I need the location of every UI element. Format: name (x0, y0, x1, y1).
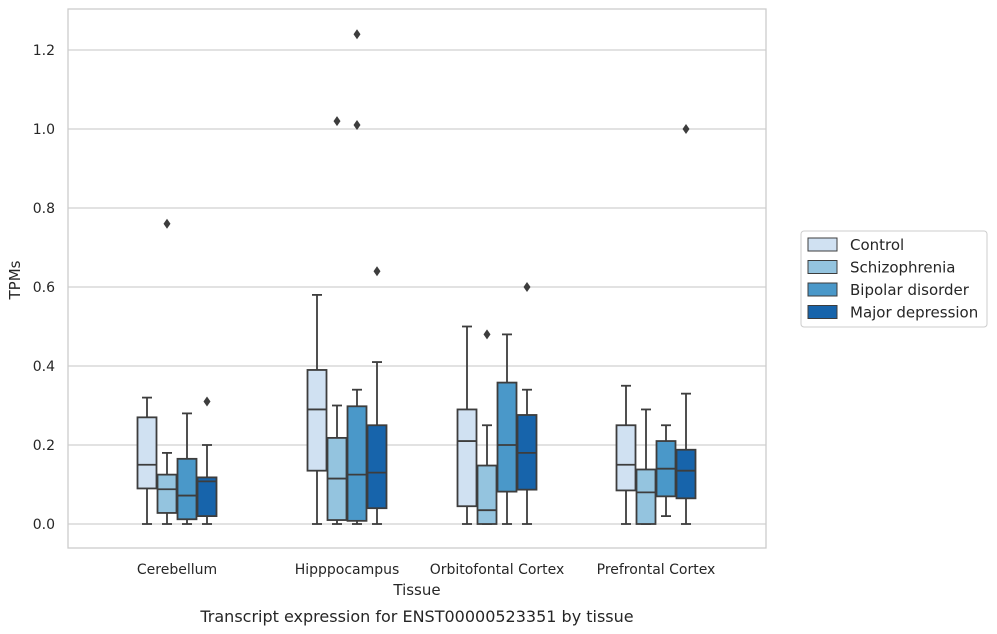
x-tick-label: Cerebellum (137, 562, 217, 578)
legend-swatch (807, 282, 838, 297)
box-schizophrenia (326, 116, 348, 525)
chart-caption: Transcript expression for ENST0000052335… (199, 607, 633, 626)
box-body (615, 424, 637, 492)
outlier-point (682, 124, 690, 134)
box-body (156, 473, 178, 514)
y-axis-label: TPMs (6, 260, 24, 300)
legend-label: Major depression (850, 304, 978, 322)
legend-label: Control (850, 236, 904, 254)
legend: Control Schizophrenia Bipolar disorder Majo… (800, 230, 988, 328)
box-control (615, 384, 637, 525)
gridlines (68, 49, 766, 525)
y-tick-label: 0.0 (33, 517, 55, 533)
box-body (136, 416, 158, 490)
outlier-point (163, 218, 171, 229)
box-control (136, 396, 158, 525)
box-body (196, 476, 218, 518)
outlier-point (373, 266, 381, 277)
box-bipolar-disorder (176, 412, 198, 525)
box-body (346, 405, 368, 522)
y-tick-label: 0.4 (33, 359, 55, 375)
box-major-depression (196, 396, 218, 525)
box-body (675, 448, 697, 500)
y-tick-label: 0.8 (33, 201, 55, 217)
box-body (476, 464, 498, 525)
box-control (456, 325, 478, 525)
box-bipolar-disorder (655, 424, 677, 517)
y-tick-labels: 0.0 0.2 0.4 0.6 0.8 1.0 1.2 (33, 43, 55, 533)
x-tick-label: Hipppocampus (295, 562, 400, 578)
legend-swatch (807, 237, 838, 252)
outlier-point (483, 329, 491, 340)
box-major-depression (675, 124, 697, 525)
outlier-point (353, 120, 361, 131)
outlier-point (353, 29, 361, 40)
box-bipolar-disorder (346, 29, 368, 525)
outlier-point (333, 116, 341, 127)
box-body (176, 457, 198, 521)
x-axis-label: Tissue (392, 581, 440, 599)
box-body (456, 408, 478, 508)
y-tick-label: 0.6 (33, 280, 55, 296)
x-tick-label: Prefrontal Cortex (597, 562, 716, 578)
legend-label: Schizophrenia (850, 259, 955, 277)
y-tick-label: 1.0 (33, 122, 55, 138)
plot-frame (67, 8, 767, 549)
legend-label: Bipolar disorder (850, 281, 970, 299)
box-major-depression (516, 282, 538, 525)
y-tick-label: 0.2 (33, 438, 55, 454)
legend-swatch (807, 260, 838, 274)
box-body (496, 381, 518, 493)
box-body (306, 369, 328, 472)
box-schizophrenia (635, 408, 657, 525)
box-schizophrenia (476, 329, 498, 525)
box-major-depression (366, 266, 388, 525)
y-tick-label: 1.2 (33, 43, 55, 59)
box-body (366, 424, 388, 510)
outlier-point (523, 282, 531, 292)
boxes (136, 29, 697, 525)
box-bipolar-disorder (496, 333, 518, 525)
box-control (306, 293, 328, 525)
legend-frame (800, 230, 988, 328)
x-tick-label: Orbitofontal Cortex (430, 562, 565, 578)
box-schizophrenia (156, 218, 178, 525)
box-body (635, 468, 657, 525)
legend-swatch (807, 305, 838, 319)
x-tick-labels: Cerebellum Hipppocampus Orbitofontal Corte… (137, 562, 715, 578)
outlier-point (203, 396, 211, 407)
